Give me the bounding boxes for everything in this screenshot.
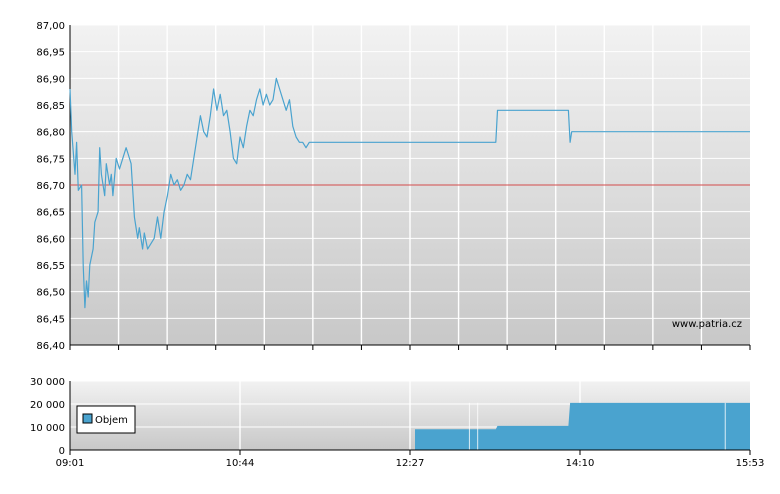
price-y-tick-label: 86,65 (36, 208, 65, 219)
price-y-tick-label: 86,85 (36, 101, 65, 112)
price-series-line (69, 77, 750, 309)
volume-y-tick-label: 20 000 (30, 400, 65, 411)
x-tick-label: 15:53 (736, 458, 765, 469)
price-y-tick-label: 86,40 (36, 341, 65, 352)
volume-y-tick-label: 30 000 (30, 377, 65, 388)
volume-legend: Objem (76, 405, 136, 434)
price-y-tick-label: 86,80 (36, 128, 65, 139)
price-y-tick-label: 86,50 (36, 288, 65, 299)
legend-swatch (82, 413, 93, 424)
volume-area (415, 402, 750, 450)
price-y-tick-label: 86,95 (36, 48, 65, 59)
price-y-tick-label: 86,45 (36, 314, 65, 325)
x-tick-label: 10:44 (226, 458, 255, 469)
price-y-tick-label: 86,55 (36, 261, 65, 272)
price-y-tick-label: 87,00 (36, 21, 65, 32)
legend-label: Objem (95, 415, 128, 426)
x-tick-label: 12:27 (396, 458, 425, 469)
x-tick-label: 09:01 (56, 458, 85, 469)
price-y-tick-label: 86,70 (36, 181, 65, 192)
price-y-tick-label: 86,75 (36, 154, 65, 165)
volume-y-tick-label: 10 000 (30, 423, 65, 434)
volume-panel: 0 10 000 20 000 30 000 (30, 377, 750, 457)
price-panel: 86,40 86,45 86,50 86,55 86,60 86,65 86,70 86,75… (36, 21, 751, 352)
watermark: www.patria.cz (672, 319, 742, 330)
x-axis: 09:01 10:44 12:27 14:10 15:53 (56, 450, 765, 469)
price-y-tick-label: 86,90 (36, 74, 65, 85)
x-tick-label: 14:10 (566, 458, 595, 469)
volume-y-tick-label: 0 (59, 446, 65, 457)
price-y-tick-label: 86,60 (36, 234, 65, 245)
